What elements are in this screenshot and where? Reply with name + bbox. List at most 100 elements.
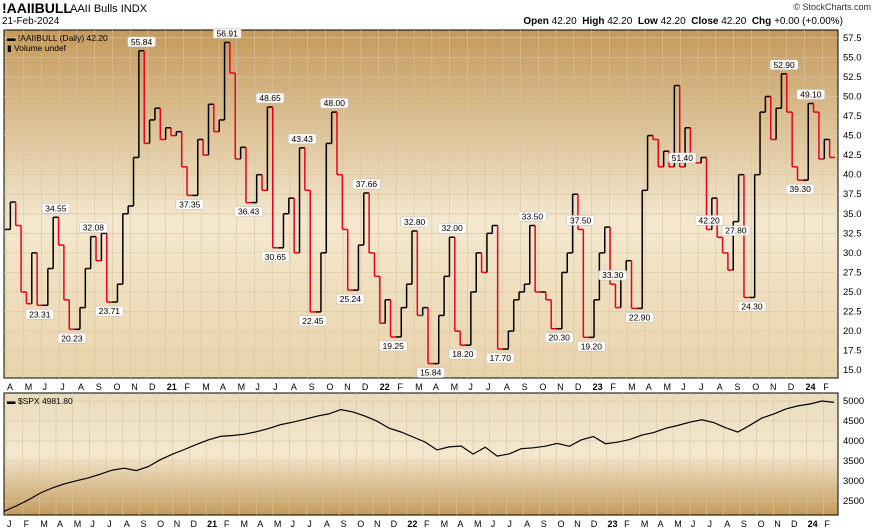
x-tick-label: D	[791, 519, 798, 529]
data-label: 30.65	[265, 252, 287, 262]
data-label-box	[437, 222, 467, 234]
x-tick-label: 23	[607, 519, 617, 529]
high-value: 42.20	[607, 16, 633, 27]
x-tick-label: A	[220, 382, 226, 392]
x-tick-label: D	[591, 519, 598, 529]
y-tick-label: 4500	[843, 416, 864, 427]
x-tick-label: A	[658, 519, 664, 529]
data-label: 49.10	[800, 90, 822, 100]
x-tick-label: M	[474, 519, 482, 529]
x-tick-label: F	[424, 519, 430, 529]
y-tick-label: 45.0	[843, 131, 862, 142]
x-tick-label: F	[624, 519, 630, 529]
y-tick-label: 17.5	[843, 346, 862, 357]
x-tick-label: A	[257, 519, 263, 529]
data-label-box	[566, 215, 595, 226]
data-label: 32.00	[441, 223, 463, 233]
y-tick-label: 3500	[843, 456, 864, 467]
data-label-box	[298, 315, 328, 327]
data-label: 25.24	[340, 294, 362, 304]
x-tick-label: A	[57, 519, 63, 529]
y-tick-label: 30.0	[843, 248, 862, 259]
legend-spx: ▬ $SPX 4981.80	[7, 396, 73, 406]
data-label-box	[694, 215, 724, 226]
x-tick-label: S	[96, 382, 102, 392]
x-tick-label: M	[241, 519, 249, 529]
x-tick-label: M	[40, 519, 48, 529]
symbol-name: AAII Bulls INDX	[70, 3, 147, 15]
y-tick-label: 3000	[843, 476, 864, 487]
chg-value: +0.00 (+0.00%)	[774, 16, 843, 27]
data-label-box	[336, 293, 365, 305]
x-tick-label: N	[131, 382, 138, 392]
data-label: 55.84	[131, 37, 153, 47]
x-tick-label: M	[451, 382, 459, 392]
data-label-box	[41, 203, 71, 214]
x-tick-label: J	[468, 382, 473, 392]
x-tick-label: 22	[380, 382, 390, 392]
data-label-box	[577, 341, 606, 352]
x-tick-label: S	[522, 382, 528, 392]
x-tick-label: J	[691, 519, 696, 529]
x-tick-label: D	[575, 382, 582, 392]
x-tick-label: M	[274, 519, 282, 529]
x-tick-label: M	[25, 382, 33, 392]
x-tick-label: S	[541, 519, 547, 529]
data-label: 32.80	[404, 217, 426, 227]
y-tick-label: 52.5	[843, 72, 862, 83]
x-tick-label: O	[157, 519, 164, 529]
data-label-box	[769, 59, 799, 71]
data-label: 18.20	[452, 349, 474, 359]
x-tick-label: F	[24, 519, 30, 529]
y-tick-label: 50.0	[843, 91, 862, 102]
x-tick-label: M	[74, 519, 82, 529]
data-label: 37.35	[179, 199, 201, 209]
data-label: 24.30	[741, 301, 763, 311]
x-tick-label: O	[758, 519, 765, 529]
y-tick-label: 15.0	[843, 365, 862, 376]
x-tick-label: F	[824, 519, 830, 529]
copyright-link[interactable]: © StockCharts.com	[793, 2, 871, 12]
x-tick-label: A	[291, 382, 297, 392]
y-tick-label: 25.0	[843, 287, 862, 298]
x-tick-label: N	[770, 382, 777, 392]
x-tick-label: A	[724, 519, 730, 529]
x-tick-label: A	[457, 519, 463, 529]
x-tick-label: A	[504, 382, 510, 392]
legend-volume: ▮ Volume undef	[7, 43, 67, 53]
x-tick-label: J	[291, 519, 296, 529]
x-tick-label: M	[238, 382, 246, 392]
x-tick-label: J	[307, 519, 312, 529]
data-label-box	[352, 178, 381, 190]
x-tick-label: F	[184, 382, 190, 392]
data-label: 48.00	[324, 98, 346, 108]
x-tick-label: J	[107, 519, 112, 529]
low-label: Low	[637, 16, 658, 27]
y-tick-label: 20.0	[843, 326, 862, 337]
data-label-box	[255, 92, 285, 104]
data-label-box	[448, 348, 478, 360]
chart-header: !AAIIBULL AAII Bulls INDX 21-Feb-2024 © …	[0, 0, 873, 30]
x-tick-label: F	[823, 382, 829, 392]
close-label: Close	[691, 16, 719, 27]
x-tick-label: S	[735, 382, 741, 392]
x-tick-label: M	[641, 519, 649, 529]
data-label-box	[796, 89, 826, 100]
data-label-box	[79, 222, 108, 233]
open-value: 42.20	[551, 16, 577, 27]
x-tick-label: A	[524, 519, 530, 529]
data-label: 19.25	[383, 341, 405, 351]
x-tick-label: D	[362, 382, 369, 392]
x-tick-label: O	[752, 382, 759, 392]
y-tick-label: 27.5	[843, 267, 862, 278]
spx-panel-background	[3, 392, 839, 516]
data-label-box	[416, 367, 445, 378]
data-label: 37.50	[570, 215, 592, 225]
x-tick-label: D	[788, 382, 795, 392]
data-label-box	[261, 251, 290, 263]
data-label-box	[234, 206, 263, 217]
x-tick-label: N	[557, 382, 564, 392]
x-tick-label: S	[341, 519, 347, 529]
quote-line: Open 42.20 High 42.20 Low 42.20 Close 42…	[523, 16, 843, 27]
x-tick-label: S	[140, 519, 146, 529]
